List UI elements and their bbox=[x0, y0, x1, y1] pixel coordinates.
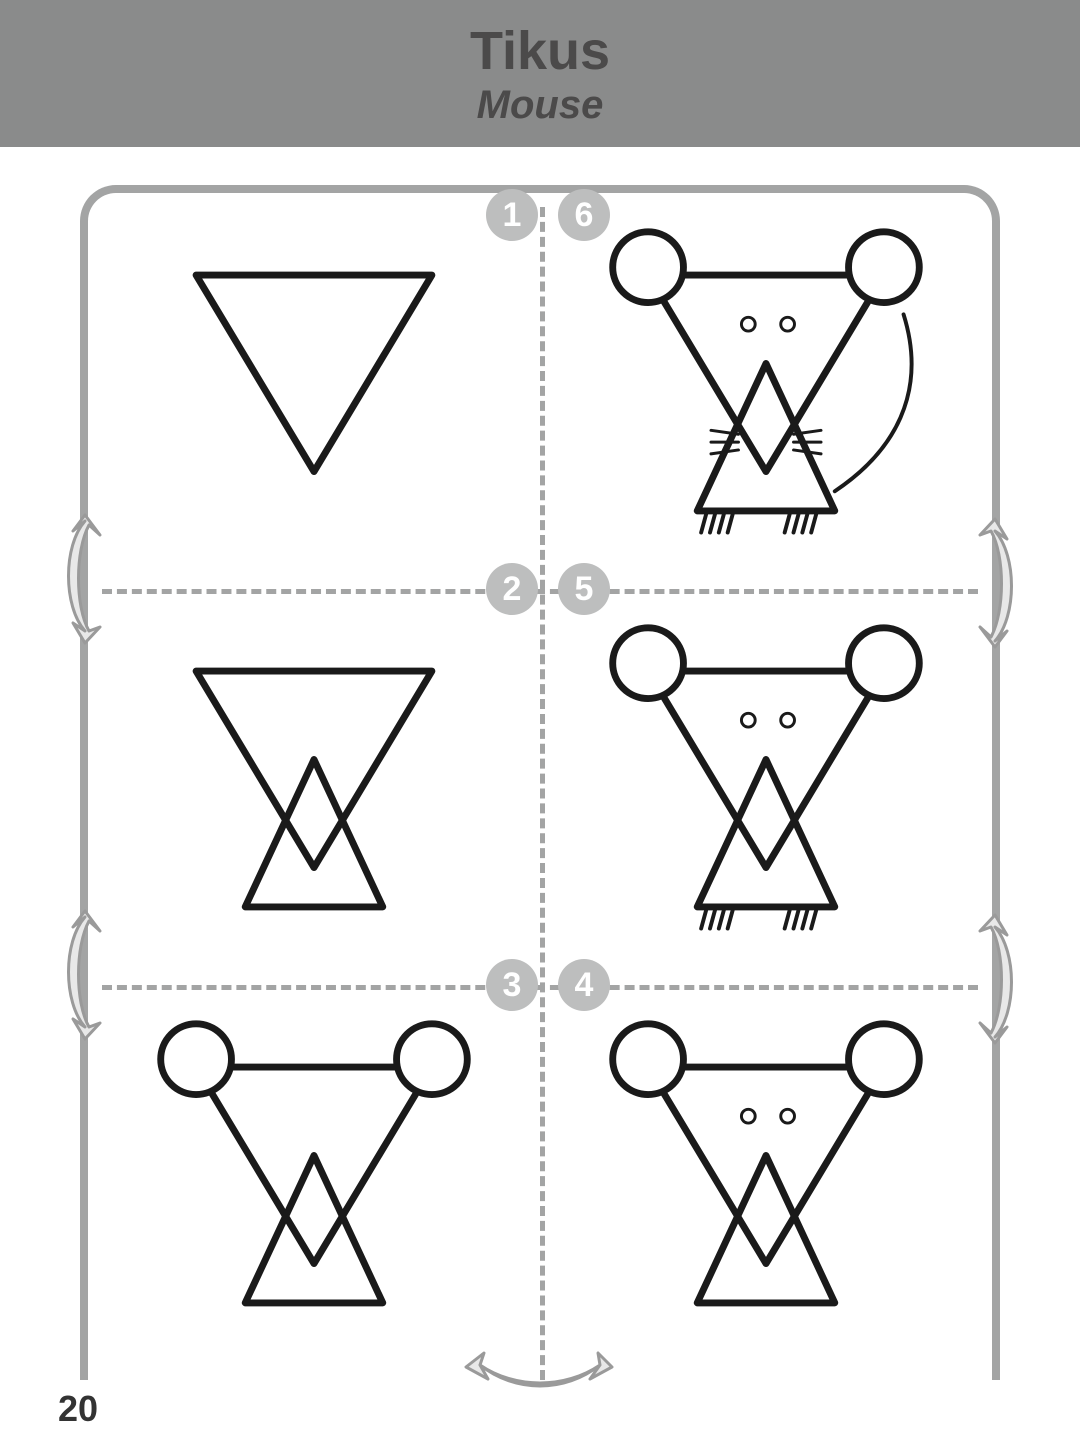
flow-arrow-icon bbox=[955, 511, 1035, 651]
flow-arrow-icon bbox=[45, 907, 125, 1047]
step-badge-5: 5 bbox=[558, 563, 610, 615]
badge-text: 5 bbox=[575, 570, 594, 609]
grid-frame: 1 6 2 5 3 4 bbox=[80, 185, 1000, 1380]
flow-arrow-icon bbox=[955, 907, 1035, 1047]
title-sub: Mouse bbox=[0, 81, 1080, 129]
header: Tikus Mouse bbox=[0, 0, 1080, 147]
flow-arrow-icon bbox=[460, 1345, 620, 1405]
badge-text: 2 bbox=[503, 570, 522, 609]
step-cell-5 bbox=[540, 589, 992, 985]
step-badge-6: 6 bbox=[558, 189, 610, 241]
badge-text: 3 bbox=[503, 966, 522, 1005]
badge-text: 4 bbox=[575, 966, 594, 1005]
title-main: Tikus bbox=[0, 22, 1080, 81]
step-cell-6 bbox=[540, 193, 992, 589]
step-cell-4 bbox=[540, 985, 992, 1381]
flow-arrow-icon bbox=[45, 511, 125, 651]
badge-text: 6 bbox=[575, 196, 594, 235]
step-cell-1 bbox=[88, 193, 540, 589]
step-badge-4: 4 bbox=[558, 959, 610, 1011]
step-badge-3: 3 bbox=[486, 959, 538, 1011]
step-badge-1: 1 bbox=[486, 189, 538, 241]
step-cell-3 bbox=[88, 985, 540, 1381]
badge-text: 1 bbox=[503, 196, 522, 235]
step-badge-2: 2 bbox=[486, 563, 538, 615]
page-number: 20 bbox=[58, 1388, 98, 1430]
step-cell-2 bbox=[88, 589, 540, 985]
